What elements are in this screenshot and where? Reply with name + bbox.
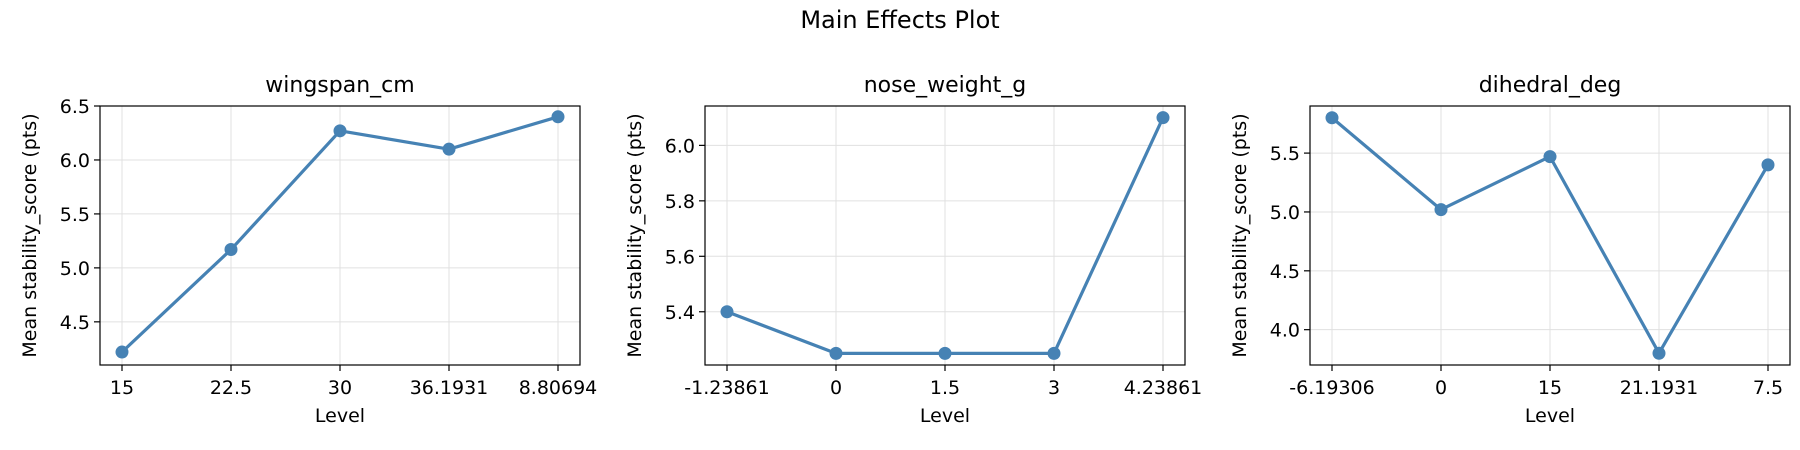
panel-title: wingspan_cm bbox=[265, 73, 414, 98]
x-tick-label: 0 bbox=[1435, 377, 1447, 399]
x-tick-label: 21.1931 bbox=[1620, 377, 1699, 399]
x-tick-label: 15 bbox=[1538, 377, 1562, 399]
panel-title: nose_weight_g bbox=[864, 73, 1027, 98]
y-axis-label: Mean stability_score (pts) bbox=[19, 113, 41, 357]
x-tick-label: 36.1931 bbox=[410, 377, 489, 399]
y-tick-label: 4.0 bbox=[1270, 320, 1300, 342]
y-tick-label: 5.0 bbox=[60, 258, 90, 280]
y-tick-label: 5.5 bbox=[60, 204, 90, 226]
y-tick-label: 5.4 bbox=[665, 302, 695, 324]
panel-dihedral_deg: -6.19306 0 15 21.1931 7.5 4.0 4.5 5.0 5.5 dihedra… bbox=[1229, 73, 1791, 427]
x-tick-label: 30 bbox=[328, 377, 352, 399]
y-tick-label: 5.0 bbox=[1270, 202, 1300, 224]
data-point[interactable] bbox=[115, 345, 129, 359]
x-tick-label: 0 bbox=[830, 377, 842, 399]
x-tick-label: 8.80694 bbox=[519, 377, 598, 399]
x-axis-label: Level bbox=[315, 405, 365, 427]
x-tick-label: 1.5 bbox=[930, 377, 960, 399]
x-tick-label: -6.19306 bbox=[1289, 377, 1374, 399]
panel-title: dihedral_deg bbox=[1479, 73, 1622, 98]
x-tick-label: 7.5 bbox=[1753, 377, 1783, 399]
data-point[interactable] bbox=[224, 243, 238, 257]
panel-wingspan_cm: 15 22.5 30 36.1931 8.80694 4.5 5.0 5.5 6.0 6.5 win… bbox=[19, 73, 597, 427]
x-axis-label: Level bbox=[920, 405, 970, 427]
data-point[interactable] bbox=[1434, 203, 1448, 217]
y-axis-label: Mean stability_score (pts) bbox=[624, 113, 646, 357]
y-tick-label: 5.8 bbox=[665, 191, 695, 213]
x-tick-label: -1.23861 bbox=[684, 377, 769, 399]
data-point[interactable] bbox=[1156, 111, 1170, 125]
panels: 15 22.5 30 36.1931 8.806944.55.05.56.06.5win… bbox=[19, 73, 1791, 427]
data-point[interactable] bbox=[829, 346, 843, 360]
x-tick-label: 15 bbox=[110, 377, 134, 399]
data-point[interactable] bbox=[720, 305, 734, 319]
data-point[interactable] bbox=[551, 110, 565, 124]
figure-title: Main Effects Plot bbox=[800, 6, 999, 34]
data-point[interactable] bbox=[938, 346, 952, 360]
data-point[interactable] bbox=[1543, 150, 1557, 164]
y-tick-label: 6.0 bbox=[60, 150, 90, 172]
data-point[interactable] bbox=[1047, 346, 1061, 360]
y-tick-label: 4.5 bbox=[60, 312, 90, 334]
x-tick-label: 22.5 bbox=[210, 377, 252, 399]
data-point[interactable] bbox=[1761, 158, 1775, 172]
data-point[interactable] bbox=[333, 124, 347, 138]
y-axis-label: Mean stability_score (pts) bbox=[1229, 113, 1251, 357]
y-tick-label: 6.0 bbox=[665, 135, 695, 157]
data-point[interactable] bbox=[442, 142, 456, 156]
y-tick-label: 5.6 bbox=[665, 246, 695, 268]
y-tick-label: 4.5 bbox=[1270, 261, 1300, 283]
y-tick-label: 6.5 bbox=[60, 96, 90, 118]
data-point[interactable] bbox=[1652, 346, 1666, 360]
data-point[interactable] bbox=[1325, 111, 1339, 125]
x-tick-label: 4.23861 bbox=[1124, 377, 1203, 399]
x-tick-label: 3 bbox=[1048, 377, 1060, 399]
y-tick-label: 5.5 bbox=[1270, 143, 1300, 165]
x-axis-label: Level bbox=[1525, 405, 1575, 427]
panel-nose_weight_g: -1.23861 0 1.5 3 4.23861 5.4 5.6 5.8 6.0 nose_wei… bbox=[624, 73, 1202, 427]
